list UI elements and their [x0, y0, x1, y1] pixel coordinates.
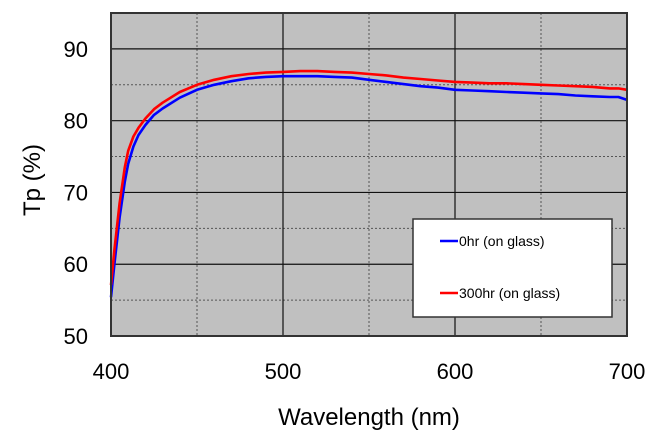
plot-frame — [110, 12, 628, 337]
legend-box — [412, 218, 613, 318]
legend-label-0hr: 0hr (on glass) — [459, 233, 545, 249]
series-layer — [109, 69, 628, 298]
x-tick-labels: 400 500 600 700 — [93, 359, 646, 384]
x-tick-label: 700 — [609, 359, 646, 384]
series-line-1 — [109, 69, 628, 286]
y-tick-label: 70 — [64, 180, 88, 205]
y-tick-label: 90 — [64, 37, 88, 62]
y-tick-label: 80 — [64, 109, 88, 134]
y-axis-label: Tp (%) — [19, 144, 46, 216]
legend-label-300hr: 300hr (on glass) — [459, 285, 560, 301]
x-axis-label: Wavelength (nm) — [278, 404, 460, 431]
y-tick-label: 60 — [64, 252, 88, 277]
y-tick-labels: 50 60 70 80 90 — [64, 37, 88, 349]
legend: 0hr (on glass) 300hr (on glass) — [412, 218, 613, 318]
x-tick-label: 400 — [93, 359, 130, 384]
x-tick-label: 500 — [265, 359, 302, 384]
series-line-0 — [109, 74, 628, 298]
y-tick-label: 50 — [64, 324, 88, 349]
x-tick-label: 600 — [437, 359, 474, 384]
